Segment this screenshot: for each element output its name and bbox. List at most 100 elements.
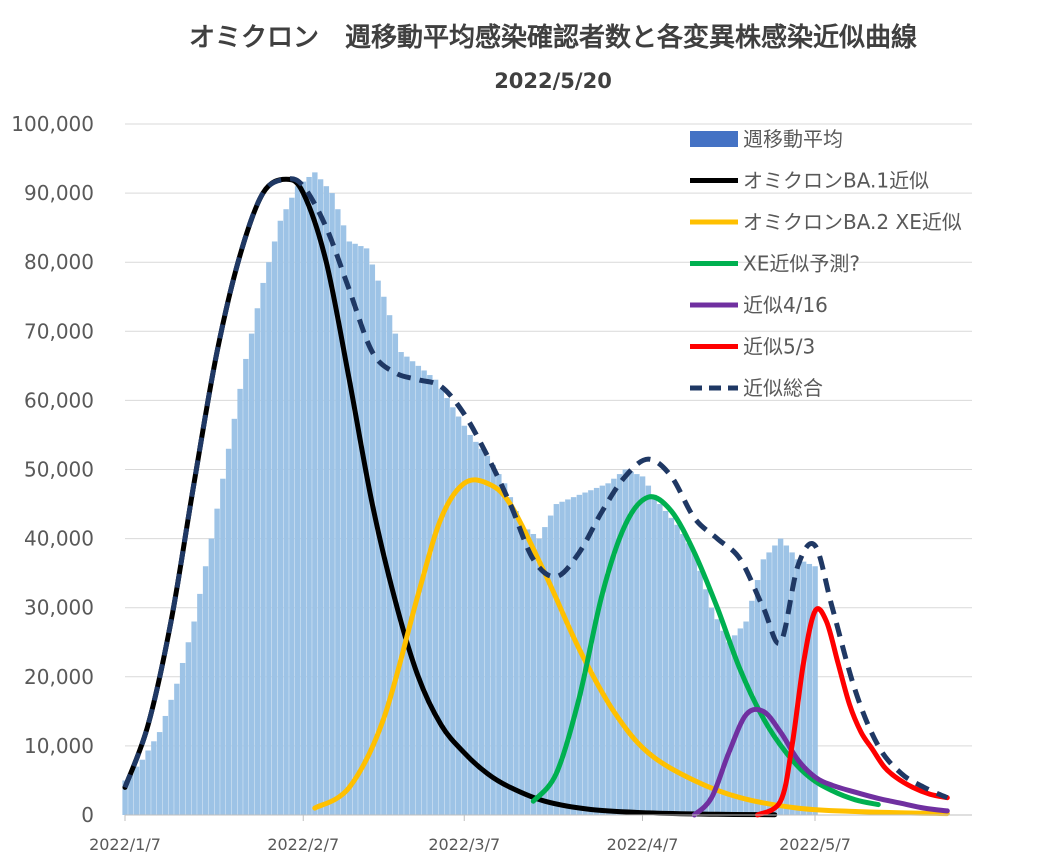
- bar: [197, 593, 203, 815]
- chart-subtitle: 2022/5/20: [494, 69, 612, 93]
- bar: [496, 474, 502, 815]
- bar: [599, 485, 606, 815]
- y-tick-label: 60,000: [24, 388, 94, 412]
- bar: [202, 566, 209, 815]
- y-tick-label: 10,000: [24, 734, 94, 758]
- x-tick-label: 2022/1/7: [89, 835, 161, 854]
- bar: [519, 524, 525, 815]
- legend-label: 近似5/3: [743, 335, 815, 359]
- bar: [438, 388, 445, 815]
- bar: [191, 621, 197, 815]
- bar: [680, 533, 686, 815]
- legend-label: 近似総合: [743, 376, 823, 400]
- bar: [691, 552, 698, 815]
- bar: [754, 580, 761, 815]
- bar: [651, 494, 657, 815]
- bar: [473, 441, 479, 815]
- bar: [283, 209, 289, 815]
- bar: [513, 510, 519, 815]
- bar: [783, 545, 790, 815]
- y-tick-label: 20,000: [24, 665, 94, 689]
- bar: [151, 741, 157, 815]
- bar: [720, 630, 726, 815]
- bar: [409, 361, 416, 815]
- bar: [237, 388, 243, 815]
- bar: [789, 552, 795, 815]
- bar: [214, 508, 220, 815]
- bar: [231, 418, 238, 815]
- bar: [179, 662, 186, 815]
- bar: [490, 464, 496, 815]
- chart-title: オミクロン 週移動平均感染確認者数と各変異株感染近似曲線: [189, 22, 917, 53]
- bar: [128, 773, 134, 815]
- bar: [760, 559, 767, 815]
- bar: [576, 494, 583, 815]
- x-tick-label: 2022/4/7: [607, 835, 679, 854]
- bar: [806, 563, 813, 815]
- bar: [559, 501, 565, 815]
- legend-label: XE近似予測?: [743, 252, 860, 276]
- bar: [277, 220, 284, 816]
- bar: [271, 241, 278, 816]
- legend-label: オミクロンBA.1近似: [743, 169, 929, 193]
- bar: [467, 434, 473, 815]
- legend-label: オミクロンBA.2 XE近似: [743, 210, 962, 234]
- bar: [461, 425, 468, 815]
- bar: [340, 225, 347, 815]
- bar: [547, 515, 554, 815]
- bar: [300, 181, 307, 816]
- bar: [645, 485, 652, 815]
- bar: [243, 358, 249, 815]
- legend-label: 近似4/16: [743, 293, 828, 317]
- bar: [812, 566, 818, 815]
- bar: [593, 487, 600, 815]
- bar: [570, 497, 577, 815]
- line-ba1: [122, 176, 778, 818]
- x-tick-label: 2022/5/7: [779, 835, 851, 854]
- bar: [455, 416, 462, 815]
- bar: [657, 504, 663, 815]
- bar: [220, 478, 226, 815]
- bar: [553, 504, 560, 815]
- bar: [139, 759, 146, 815]
- bar: [484, 455, 491, 815]
- fit-lines: [122, 176, 950, 818]
- bar: [674, 524, 680, 815]
- bar: [703, 589, 709, 815]
- bar: [777, 538, 784, 815]
- bar: [317, 179, 324, 815]
- bar: [444, 398, 450, 815]
- bar: [174, 683, 180, 815]
- bar: [133, 766, 140, 815]
- bar: [306, 176, 312, 815]
- bar: [156, 732, 163, 815]
- bar: [726, 642, 732, 815]
- weekly-average-bars: [122, 172, 818, 816]
- bar: [312, 172, 318, 815]
- y-tick-label: 70,000: [24, 319, 94, 343]
- y-tick-label: 0: [81, 803, 94, 827]
- bar: [386, 315, 393, 815]
- bar: [248, 333, 255, 815]
- bar: [668, 517, 675, 815]
- line-fit53: [755, 606, 950, 818]
- bar: [450, 407, 456, 815]
- bar: [375, 280, 381, 815]
- bar: [432, 379, 439, 815]
- bar: [427, 375, 433, 815]
- bar: [145, 750, 151, 815]
- x-tick-label: 2022/2/7: [267, 835, 339, 854]
- bar: [289, 197, 295, 815]
- bar: [616, 474, 623, 815]
- bar: [162, 715, 169, 815]
- bar: [122, 780, 128, 815]
- line-xe: [530, 494, 881, 808]
- bar: [766, 552, 772, 815]
- y-tick-label: 30,000: [24, 596, 94, 620]
- bar: [605, 483, 611, 815]
- bar: [398, 352, 404, 815]
- bar: [582, 492, 588, 815]
- legend-label: 週移動平均: [743, 127, 843, 151]
